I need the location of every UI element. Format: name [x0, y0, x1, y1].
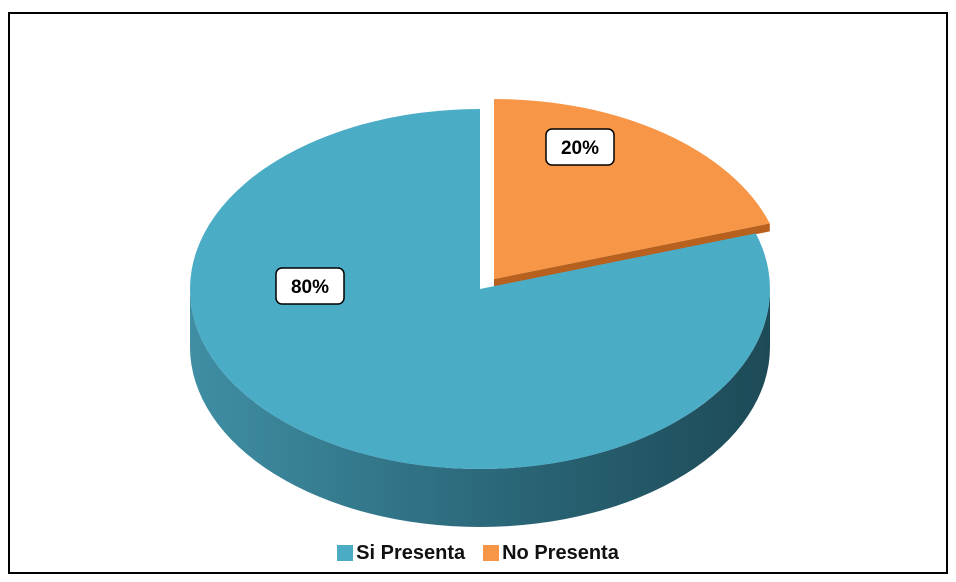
- legend: Si Presenta No Presenta: [10, 541, 946, 565]
- legend-label: Si Presenta: [356, 541, 466, 564]
- data-label-text: 20%: [561, 138, 599, 159]
- legend-swatch-no-presenta: [483, 545, 500, 561]
- legend-label: No Presenta: [502, 541, 619, 564]
- legend-swatch-si-presenta: [337, 545, 354, 561]
- data-label-si-presenta: 80%: [275, 267, 345, 305]
- legend-item-si-presenta[interactable]: Si Presenta: [337, 542, 465, 565]
- data-label-text: 80%: [291, 277, 329, 298]
- pie-slice-si-presenta: [189, 109, 771, 470]
- legend-item-no-presenta[interactable]: No Presenta: [483, 542, 619, 565]
- data-label-box: [545, 128, 615, 166]
- data-label-box: [275, 267, 345, 305]
- data-label-no-presenta: 20%: [545, 128, 615, 166]
- pie-chart: 20% 80%: [189, 99, 771, 527]
- pie-layer: 20% 80%: [189, 99, 771, 527]
- pie-cut-edge: [494, 223, 770, 287]
- chart-frame: 20% 80% Si Presenta No Presenta: [8, 12, 948, 574]
- pie-side-si-presenta: [190, 289, 770, 527]
